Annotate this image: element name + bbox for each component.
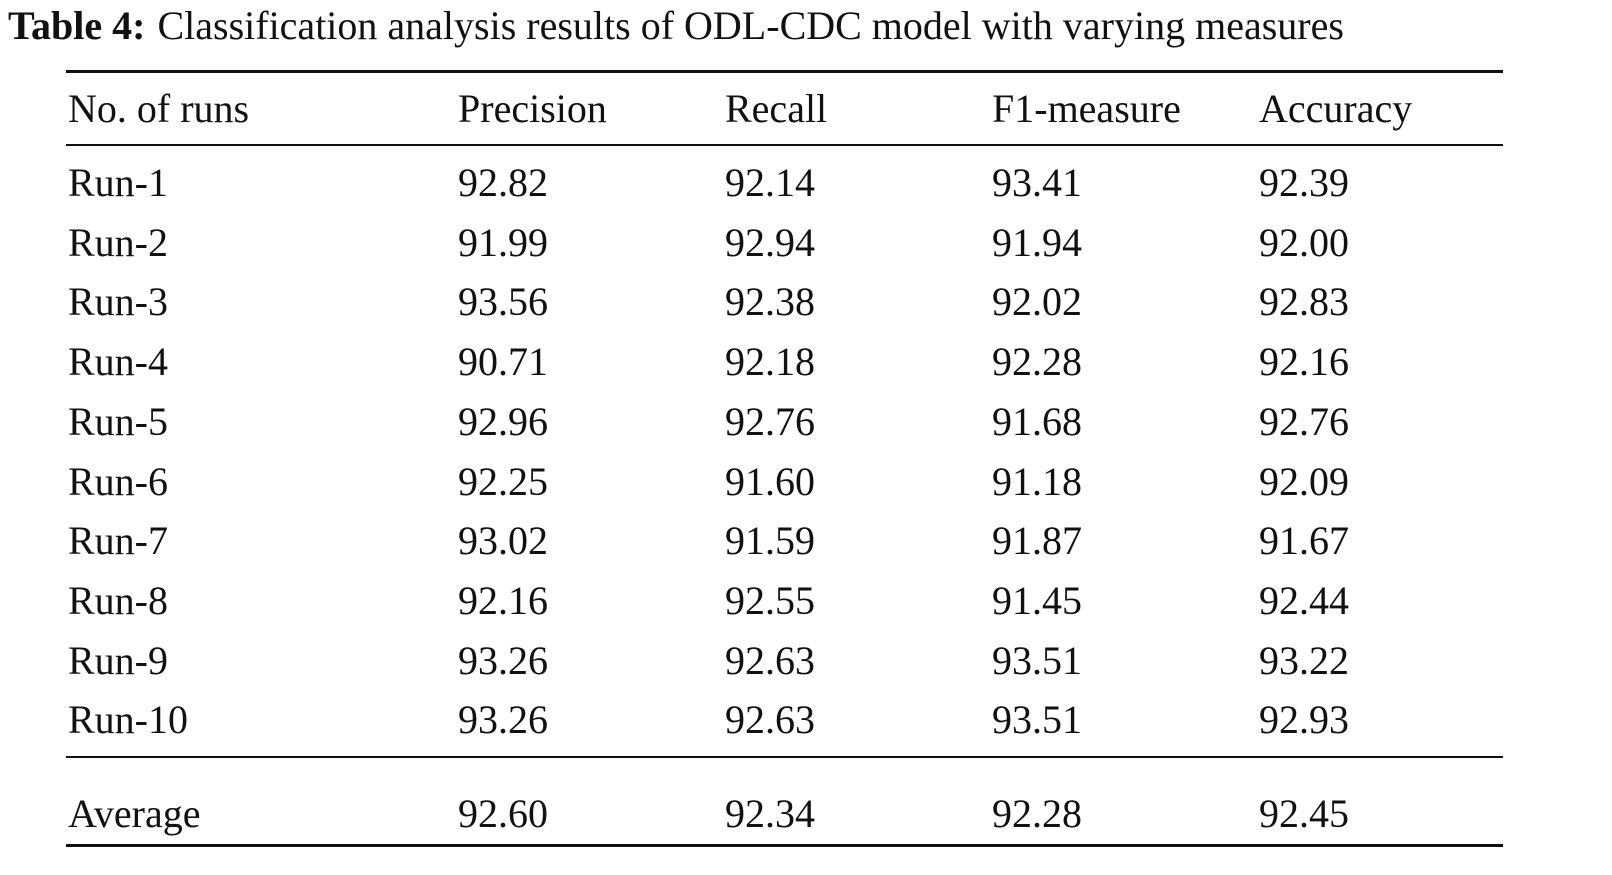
table-cell: 92.82 — [458, 160, 548, 205]
table-cell: 91.18 — [992, 458, 1082, 504]
table-cell: 91.67 — [1259, 518, 1349, 564]
table-cell: 92.83 — [1259, 279, 1349, 325]
top-rule — [66, 70, 1503, 73]
table-cell: 92.39 — [1259, 160, 1349, 205]
table-cell: Run-7 — [68, 518, 168, 564]
table-cell: 92.63 — [725, 697, 815, 743]
table-cell: Run-8 — [68, 577, 168, 623]
table-cell: 91.45 — [992, 577, 1082, 623]
table-cell: 92.09 — [1259, 458, 1349, 504]
table-cell: 93.41 — [992, 160, 1082, 205]
footer-cell: 92.45 — [1259, 791, 1349, 836]
table-cell: 92.18 — [725, 339, 815, 385]
table-cell: 92.76 — [1259, 398, 1349, 444]
table-cell: 93.02 — [458, 518, 548, 564]
table-cell: Run-9 — [68, 637, 168, 683]
header-cell: Precision — [458, 86, 607, 131]
table-cell: 93.51 — [992, 697, 1082, 743]
table-cell: 92.94 — [725, 219, 815, 265]
table-cell: 91.68 — [992, 398, 1082, 444]
table-cell: 92.14 — [725, 160, 815, 205]
footer-cell: 92.60 — [458, 791, 548, 836]
table-cell: 91.87 — [992, 518, 1082, 564]
table-cell: 92.16 — [1259, 339, 1349, 385]
table-cell: 92.44 — [1259, 577, 1349, 623]
table-cell: 92.63 — [725, 637, 815, 683]
table-cell: Run-10 — [68, 697, 188, 743]
table-cell: 91.99 — [458, 219, 548, 265]
table-cell: 93.22 — [1259, 637, 1349, 683]
table-cell: Run-2 — [68, 219, 168, 265]
footer-cell: 92.34 — [725, 791, 815, 836]
table-cell: 92.76 — [725, 398, 815, 444]
table-cell: 92.25 — [458, 458, 548, 504]
footer-cell: 92.28 — [992, 791, 1082, 836]
table-cell: Run-5 — [68, 398, 168, 444]
table-cell: 93.26 — [458, 697, 548, 743]
header-cell: Accuracy — [1259, 86, 1413, 131]
table-cell: 92.55 — [725, 577, 815, 623]
header-cell: F1-measure — [992, 86, 1181, 131]
bottom-rule — [66, 844, 1503, 847]
table-cell: Run-1 — [68, 160, 168, 205]
table-cell: 91.60 — [725, 458, 815, 504]
header-cell: Recall — [725, 86, 828, 131]
table-cell: 93.51 — [992, 637, 1082, 683]
header-rule — [66, 144, 1503, 146]
header-cell: No. of runs — [68, 86, 250, 131]
footer-cell: Average — [68, 791, 201, 836]
table-cell: 93.26 — [458, 637, 548, 683]
table-cell: 90.71 — [458, 339, 548, 385]
caption-label: Table 4: — [8, 3, 146, 48]
table-cell: 92.28 — [992, 339, 1082, 385]
table-cell: 92.38 — [725, 279, 815, 325]
table-cell: 92.02 — [992, 279, 1082, 325]
table-cell: Run-6 — [68, 458, 168, 504]
table-cell: 92.96 — [458, 398, 548, 444]
table-cell: 91.94 — [992, 219, 1082, 265]
table-cell: Run-3 — [68, 279, 168, 325]
table-cell: 91.59 — [725, 518, 815, 564]
table-cell: 92.16 — [458, 577, 548, 623]
table-cell: 92.93 — [1259, 697, 1349, 743]
footer-rule — [66, 756, 1503, 758]
table-cell: 92.00 — [1259, 219, 1349, 265]
table-cell: 93.56 — [458, 279, 548, 325]
caption: Table 4: Classification analysis results … — [8, 2, 1344, 50]
caption-text: Classification analysis results of ODL-C… — [157, 3, 1344, 48]
table-cell: Run-4 — [68, 339, 168, 385]
